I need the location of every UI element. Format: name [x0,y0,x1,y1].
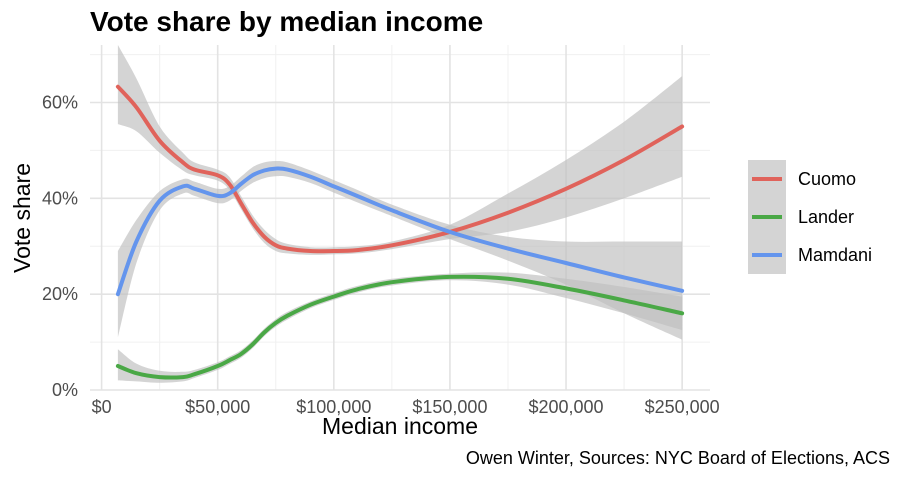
x-axis-ticks: $0 $50,000 $100,000 $150,000 $200,000 $250,00… [92,397,720,417]
line-cuomo [115,84,685,254]
legend-label-mamdani: Mamdani [798,245,872,265]
legend: Cuomo Lander Mamdani [748,160,872,274]
chart-title: Vote share by median income [90,6,484,37]
x-axis-title: Median income [322,413,478,439]
y-tick-label: 40% [42,188,78,208]
y-tick-label: 60% [42,93,78,113]
x-tick-label: $50,000 [185,397,250,417]
y-tick-label: 20% [42,284,78,304]
legend-label-lander: Lander [798,207,854,227]
band-mamdani [117,160,683,340]
series-lines [115,84,685,380]
band-cuomo [117,45,683,255]
y-tick-label: 0% [52,380,78,400]
y-axis-ticks: 0% 20% 40% 60% [42,93,78,401]
y-axis-title: Vote share [9,163,35,273]
line-mamdani [115,166,685,297]
confidence-bands [117,45,683,383]
chart-caption: Owen Winter, Sources: NYC Board of Elect… [465,448,890,468]
x-tick-label: $250,000 [645,397,720,417]
x-tick-label: $100,000 [296,397,371,417]
x-tick-label: $0 [92,397,112,417]
line-lander [115,274,685,380]
x-tick-label: $150,000 [412,397,487,417]
legend-label-cuomo: Cuomo [798,169,856,189]
x-tick-label: $200,000 [528,397,603,417]
